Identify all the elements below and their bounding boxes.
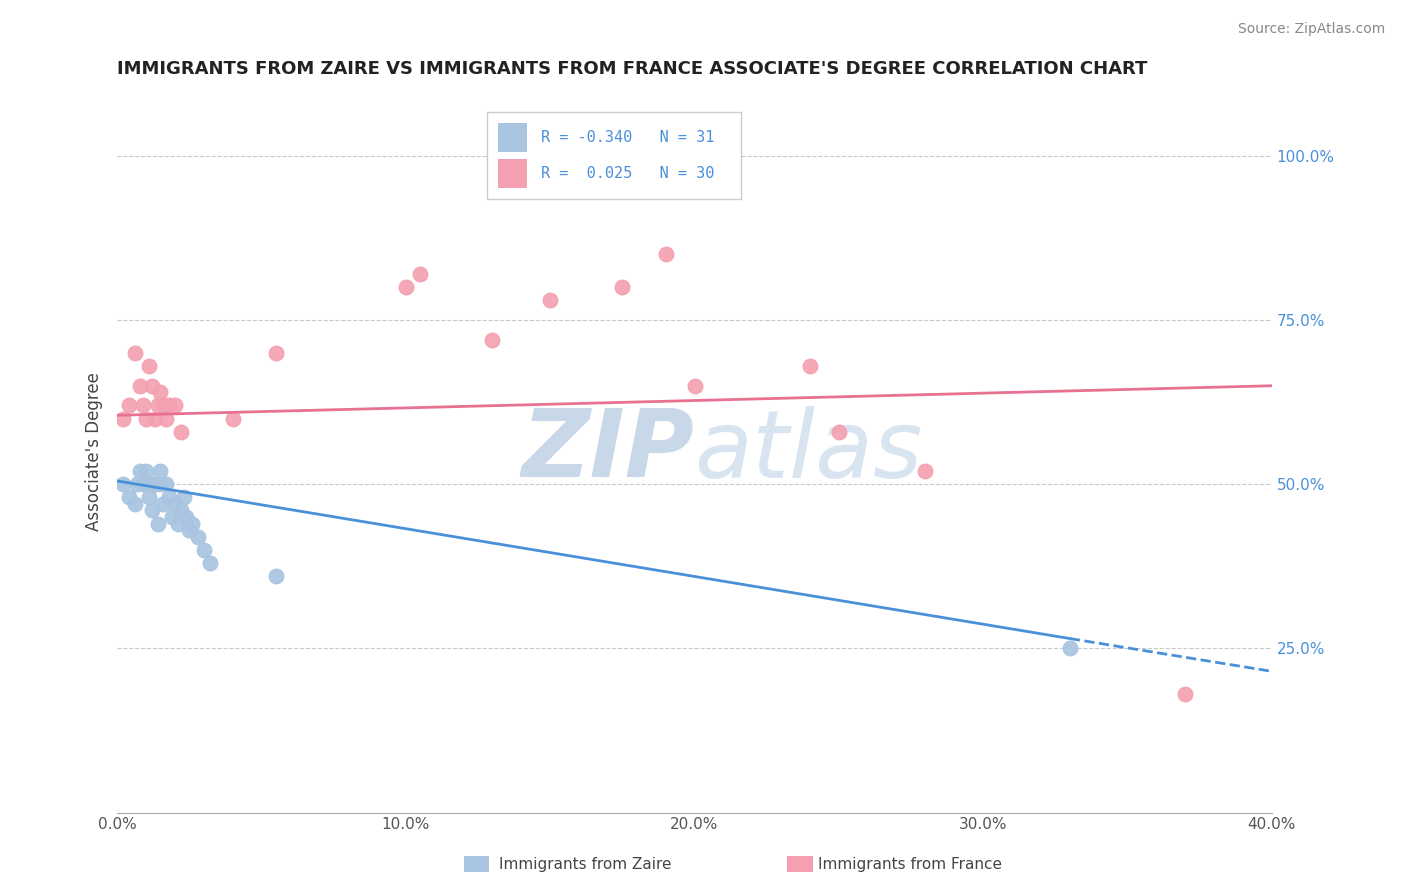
Point [264, 569, 287, 583]
Point [409, 267, 432, 281]
Text: R =  0.025   N = 30: R = 0.025 N = 30 [541, 166, 714, 181]
Point [187, 530, 209, 544]
Point [157, 399, 180, 413]
Point [799, 359, 821, 373]
Point [111, 477, 134, 491]
Text: Immigrants from Zaire: Immigrants from Zaire [499, 857, 672, 871]
Point [163, 399, 186, 413]
Point [198, 556, 221, 570]
Point [173, 491, 195, 505]
Point [193, 542, 215, 557]
Point [129, 378, 152, 392]
Point [264, 346, 287, 360]
Point [141, 503, 163, 517]
Point [538, 293, 561, 308]
Point [118, 399, 141, 413]
Point [612, 280, 634, 294]
Y-axis label: Associate's Degree: Associate's Degree [86, 372, 103, 531]
Bar [498, 159, 527, 188]
Point [221, 411, 243, 425]
Point [132, 399, 155, 413]
Point [135, 411, 157, 425]
Point [138, 491, 160, 505]
FancyBboxPatch shape [486, 112, 741, 199]
Point [149, 385, 172, 400]
Point [155, 411, 177, 425]
Text: Immigrants from France: Immigrants from France [818, 857, 1002, 871]
Text: atlas: atlas [695, 406, 922, 497]
Point [181, 516, 204, 531]
Point [1059, 641, 1081, 656]
Point [124, 346, 146, 360]
Point [129, 464, 152, 478]
Point [160, 510, 183, 524]
Point [138, 359, 160, 373]
Point [135, 477, 157, 491]
Text: R = -0.340   N = 31: R = -0.340 N = 31 [541, 129, 714, 145]
Point [146, 399, 169, 413]
Point [163, 497, 186, 511]
Point [170, 425, 193, 439]
Point [176, 510, 198, 524]
Point [132, 477, 155, 491]
Point [149, 464, 172, 478]
Point [127, 477, 149, 491]
Point [152, 399, 174, 413]
Point [828, 425, 851, 439]
Bar [498, 123, 527, 152]
Point [111, 411, 134, 425]
Point [1174, 687, 1197, 701]
Point [914, 464, 936, 478]
Point [118, 491, 141, 505]
Point [141, 378, 163, 392]
Point [146, 516, 169, 531]
Point [143, 411, 166, 425]
Point [141, 477, 163, 491]
Text: IMMIGRANTS FROM ZAIRE VS IMMIGRANTS FROM FRANCE ASSOCIATE'S DEGREE CORRELATION C: IMMIGRANTS FROM ZAIRE VS IMMIGRANTS FROM… [117, 60, 1147, 78]
Point [143, 477, 166, 491]
Point [166, 516, 188, 531]
Point [654, 247, 676, 261]
Point [124, 497, 146, 511]
Point [179, 523, 201, 537]
Point [481, 333, 503, 347]
Point [149, 477, 172, 491]
Point [155, 477, 177, 491]
Point [683, 378, 706, 392]
Point [170, 503, 193, 517]
Point [152, 497, 174, 511]
Point [135, 464, 157, 478]
Text: Source: ZipAtlas.com: Source: ZipAtlas.com [1237, 22, 1385, 37]
Point [157, 491, 180, 505]
Point [395, 280, 418, 294]
Text: ZIP: ZIP [522, 405, 695, 498]
